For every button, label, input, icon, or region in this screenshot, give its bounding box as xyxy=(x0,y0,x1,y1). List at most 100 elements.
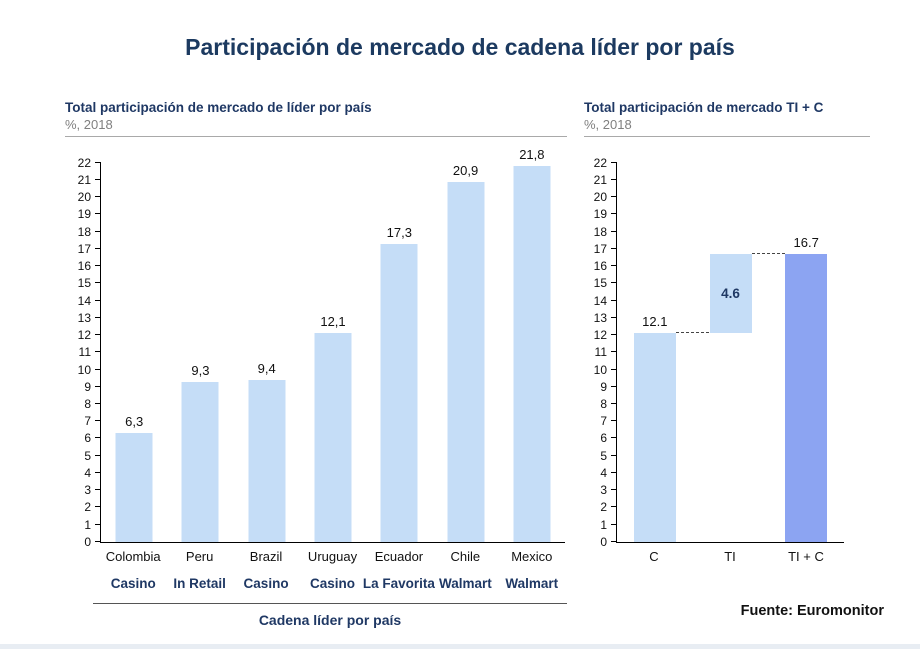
y-tick-label: 5 xyxy=(84,448,91,463)
category-label: Peru xyxy=(185,548,214,564)
y-tick-label: 2 xyxy=(84,500,91,515)
bar-value-label: 21,8 xyxy=(519,147,545,163)
y-tick-mark xyxy=(611,161,617,163)
y-tick-mark xyxy=(611,351,617,353)
y-tick-label: 22 xyxy=(593,155,607,170)
bar-value-label: 9,3 xyxy=(191,362,210,378)
y-tick-mark xyxy=(95,213,101,215)
y-tick-label: 5 xyxy=(600,448,607,463)
y-tick-mark xyxy=(95,471,101,473)
y-tick-mark xyxy=(95,523,101,525)
y-tick-label: 15 xyxy=(593,276,607,291)
y-tick-label: 0 xyxy=(84,534,91,549)
bar-mexico xyxy=(513,166,551,542)
chart-left-plot-wrap: 0 1 2 3 4 5 6 7 8 9 10 11 12 13 14 15 16 17 18 19 20 21 22 6,3 9… xyxy=(78,148,565,593)
y-tick-mark xyxy=(611,247,617,249)
y-tick-label: 16 xyxy=(593,259,607,274)
y-tick-label: 16 xyxy=(77,259,91,274)
category-label: Uruguay xyxy=(307,548,358,564)
y-tick-label: 3 xyxy=(600,483,607,498)
y-tick-mark xyxy=(611,540,617,542)
y-tick-label: 12 xyxy=(593,328,607,343)
chain-label: Casino xyxy=(243,575,289,591)
y-tick-mark xyxy=(611,420,617,422)
y-tick-mark xyxy=(95,540,101,542)
y-tick-mark xyxy=(95,334,101,336)
category-label: Brazil xyxy=(249,548,283,564)
chart-left-plot-area: 0 1 2 3 4 5 6 7 8 9 10 11 12 13 14 15 16 17 18 19 20 21 22 6,3 9… xyxy=(78,148,565,548)
chart-left-x-axis-bracket: Cadena líder por país xyxy=(93,602,567,628)
chart-right-title: Total participación de mercado TI + C xyxy=(584,100,824,115)
page-title: Participación de mercado de cadena líder… xyxy=(185,34,735,60)
bar-value-label: 17,3 xyxy=(386,224,412,240)
bar-c xyxy=(633,333,676,542)
chart-right-header: Total participación de mercado TI + C %,… xyxy=(584,100,870,137)
chart-left-x-axis-title: Cadena líder por país xyxy=(258,611,402,628)
bar-ti-c xyxy=(785,254,828,542)
y-tick-mark xyxy=(611,385,617,387)
y-tick-label: 18 xyxy=(593,224,607,239)
category-label: Mexico xyxy=(511,548,553,564)
category-label: Colombia xyxy=(105,548,161,564)
y-tick-mark xyxy=(611,437,617,439)
chain-label: La Favorita xyxy=(362,575,435,591)
y-tick-mark xyxy=(95,196,101,198)
bar-value-label: 16.7 xyxy=(793,235,819,251)
bar-uruguay xyxy=(314,333,352,542)
y-tick-label: 8 xyxy=(600,396,607,411)
chain-label: Casino xyxy=(309,575,356,591)
chain-label: Casino xyxy=(110,575,156,591)
y-tick-mark xyxy=(611,471,617,473)
y-tick-label: 12 xyxy=(77,328,91,343)
y-tick-mark xyxy=(95,402,101,404)
y-tick-label: 21 xyxy=(77,173,91,187)
chart-right-plot-wrap: 0 1 2 3 4 5 6 7 8 9 10 11 12 13 14 15 16 17 18 19 20 21 22 12.1… xyxy=(594,157,844,566)
y-tick-mark xyxy=(611,454,617,456)
y-tick-mark xyxy=(95,282,101,284)
y-tick-label: 18 xyxy=(77,224,91,239)
y-tick-label: 17 xyxy=(77,241,91,256)
bar-ecuador xyxy=(380,243,418,542)
category-label: TI xyxy=(724,548,736,564)
y-tick-label: 4 xyxy=(600,465,607,480)
y-tick-label: 7 xyxy=(84,414,91,429)
bar-value-label: 9,4 xyxy=(257,360,276,376)
bar-value-label: 12,1 xyxy=(320,314,346,330)
y-tick-mark xyxy=(611,316,617,318)
y-tick-mark xyxy=(611,402,617,404)
y-tick-mark xyxy=(95,265,101,267)
chart-ti-plus-c: Total participación de mercado TI + C %,… xyxy=(584,100,870,566)
y-tick-mark xyxy=(611,213,617,215)
category-label: Chile xyxy=(450,548,481,564)
y-tick-mark xyxy=(611,299,617,301)
bar-value-label: 4.6 xyxy=(721,285,740,301)
chart-right-plot-area: 0 1 2 3 4 5 6 7 8 9 10 11 12 13 14 15 16 17 18 19 20 21 22 12.1… xyxy=(594,157,844,548)
chart-left-header: Total participación de mercado de líder … xyxy=(65,100,567,137)
y-tick-label: 0 xyxy=(600,534,607,549)
y-tick-mark xyxy=(95,489,101,491)
y-tick-mark xyxy=(611,506,617,508)
bar-value-label: 20,9 xyxy=(452,162,479,178)
y-tick-label: 13 xyxy=(593,310,607,325)
chart-left-title: Total participación de mercado de líder … xyxy=(65,100,372,115)
y-tick-label: 11 xyxy=(78,345,91,360)
y-tick-mark xyxy=(95,506,101,508)
y-tick-label: 19 xyxy=(593,207,607,222)
category-label: C xyxy=(649,548,659,564)
y-tick-label: 4 xyxy=(84,465,91,480)
y-tick-label: 15 xyxy=(77,276,91,291)
y-tick-mark xyxy=(611,265,617,267)
y-tick-mark xyxy=(95,385,101,387)
y-tick-mark xyxy=(611,368,617,370)
y-tick-label: 22 xyxy=(77,155,91,170)
y-tick-mark xyxy=(95,454,101,456)
y-tick-label: 17 xyxy=(593,241,607,256)
chain-label: Walmart xyxy=(438,575,492,591)
bar-value-label: 12.1 xyxy=(642,314,668,330)
y-tick-mark xyxy=(611,179,617,180)
y-tick-mark xyxy=(95,161,101,163)
y-tick-label: 13 xyxy=(77,310,91,325)
y-tick-label: 1 xyxy=(84,517,91,532)
category-label: TI + C xyxy=(788,548,824,564)
y-tick-label: 9 xyxy=(600,379,607,394)
